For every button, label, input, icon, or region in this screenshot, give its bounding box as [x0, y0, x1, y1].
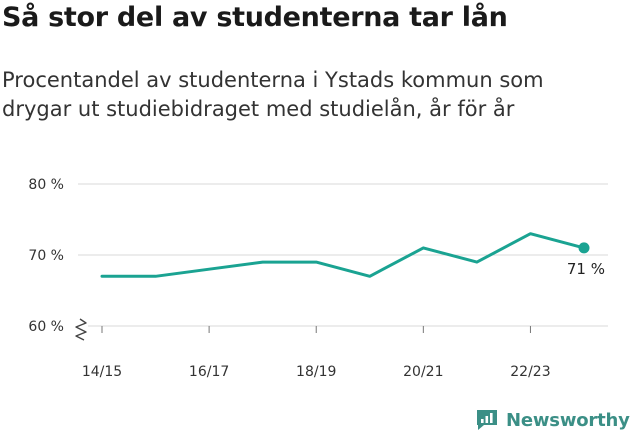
x-tick-labels: 14/15 16/17 18/19 20/21 22/23	[82, 364, 551, 380]
newsworthy-icon	[477, 410, 497, 430]
x-axis	[101, 326, 531, 333]
series-line	[100, 232, 586, 278]
x-tick-label: 22/23	[510, 364, 550, 380]
y-tick-label: 80 %	[28, 177, 64, 193]
brand-name: Newsworthy	[506, 409, 630, 431]
series-layer: 71 %	[100, 232, 605, 278]
x-tick-label: 16/17	[189, 364, 229, 380]
newsworthy-logo: Newsworthy	[475, 408, 630, 432]
x-tick-label: 14/15	[82, 364, 122, 380]
x-tick-label: 18/19	[296, 364, 336, 380]
y-tick-label: 70 %	[28, 248, 64, 264]
last-value-label: 71 %	[567, 260, 605, 278]
chart-subtitle: Procentandel av studenterna i Ystads kom…	[2, 68, 544, 121]
x-tick-label: 20/21	[403, 364, 443, 380]
chart-title: Så stor del av studenterna tar lån	[2, 2, 508, 33]
grid-lines	[78, 183, 608, 327]
axis-break-zigzag	[75, 318, 87, 341]
last-data-point	[578, 242, 590, 254]
axis-break-icon	[74, 318, 88, 342]
y-tick-labels: 60 % 70 % 80 %	[28, 177, 64, 335]
y-tick-label: 60 %	[28, 319, 64, 335]
